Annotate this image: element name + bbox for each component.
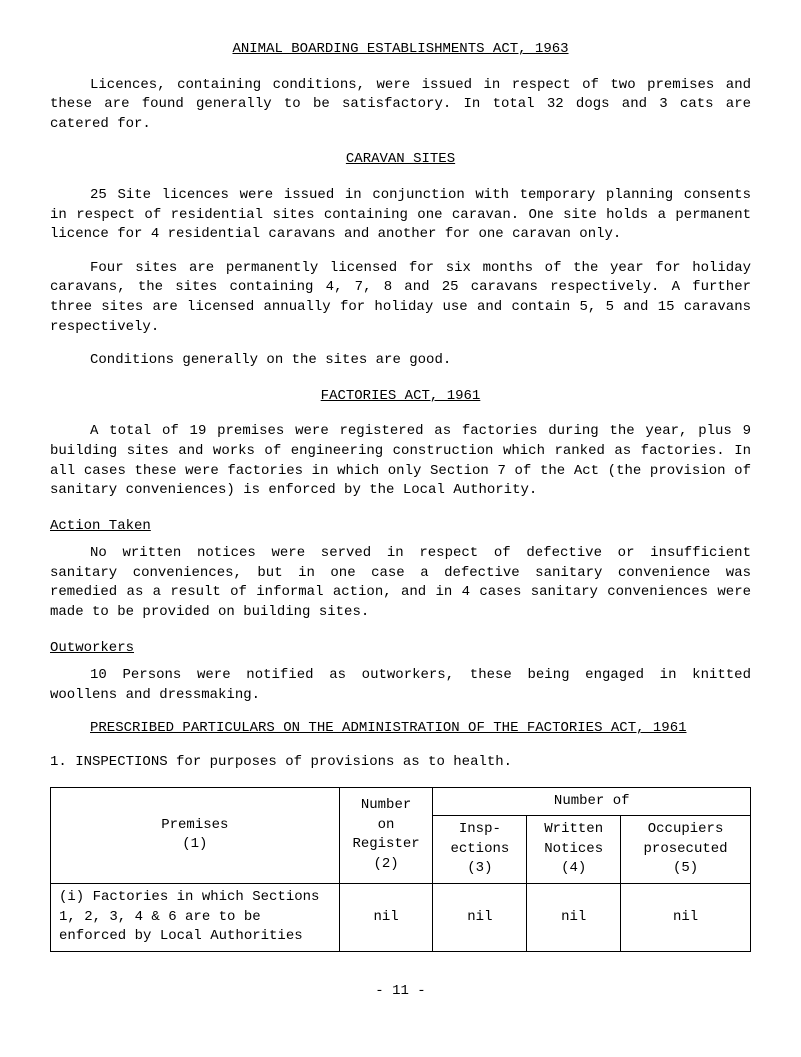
para-conditions: Conditions generally on the sites are go… (50, 351, 751, 371)
th-number-register: NumberonRegister(2) (339, 787, 433, 883)
title-animal-boarding: ANIMAL BOARDING ESTABLISHMENTS ACT, 1963 (50, 40, 751, 60)
cell-c5: nil (621, 884, 751, 952)
prescribed-particulars: PRESCRIBED PARTICULARS ON THE ADMINISTRA… (50, 719, 751, 739)
cell-factories-label: (i) Factories in which Sections 1, 2, 3,… (51, 884, 340, 952)
page-number: - 11 - (50, 982, 751, 1002)
para-total-premises: A total of 19 premises were registered a… (50, 422, 751, 500)
th-inspections: Insp-ections(3) (433, 816, 527, 884)
title-caravan-sites: CARAVAN SITES (50, 150, 751, 170)
cell-c3: nil (433, 884, 527, 952)
inspections-table: Premises (1) NumberonRegister(2) Number … (50, 787, 751, 952)
table-row: (i) Factories in which Sections 1, 2, 3,… (51, 884, 751, 952)
para-site-licences: 25 Site licences were issued in conjunct… (50, 186, 751, 245)
para-outworkers: 10 Persons were notified as outworkers, … (50, 666, 751, 705)
title-factories-act: FACTORIES ACT, 1961 (50, 387, 751, 407)
th-number-of: Number of (433, 787, 751, 816)
th-occupiers: Occupiersprosecuted(5) (621, 816, 751, 884)
para-four-sites: Four sites are permanently licensed for … (50, 259, 751, 337)
subtitle-action-taken: Action Taken (50, 517, 751, 537)
cell-c2: nil (339, 884, 433, 952)
subtitle-outworkers: Outworkers (50, 639, 751, 659)
para-no-written-notices: No written notices were served in respec… (50, 544, 751, 622)
inspections-line: 1. INSPECTIONS for purposes of provision… (50, 753, 751, 773)
para-licences: Licences, containing conditions, were is… (50, 76, 751, 135)
th-premises: Premises (1) (51, 787, 340, 883)
cell-c4: nil (527, 884, 621, 952)
th-written-notices: WrittenNotices(4) (527, 816, 621, 884)
